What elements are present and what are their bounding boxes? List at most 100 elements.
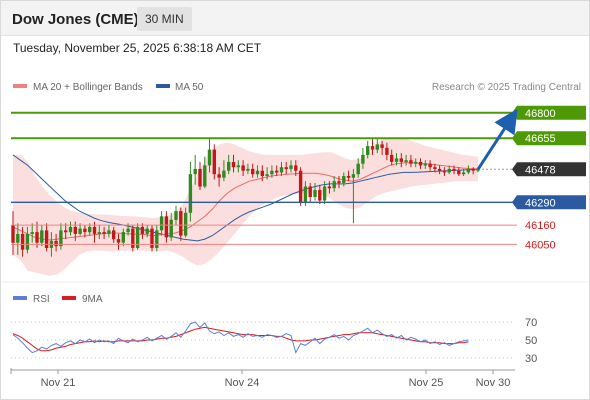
candle-body xyxy=(318,190,322,201)
candle-body xyxy=(78,228,82,234)
candle-body xyxy=(375,144,379,150)
symbol-title: Dow Jones (CME) xyxy=(12,11,139,28)
projection-arrow xyxy=(476,108,518,171)
legend-swatch-ma20 xyxy=(13,84,27,88)
candle-body xyxy=(246,168,250,171)
candle-body xyxy=(164,216,169,238)
rsi-line xyxy=(12,321,469,354)
candle-body xyxy=(121,232,125,243)
rsi-9ma-line xyxy=(12,326,469,352)
legend-rsi-label: RSI xyxy=(33,294,50,305)
candle-body xyxy=(198,168,202,187)
candle-body xyxy=(390,154,394,162)
candle-body xyxy=(461,172,466,175)
ma20-line xyxy=(12,162,479,241)
rsi-tick-label-30: 30 xyxy=(525,353,537,365)
legend-swatch-9ma xyxy=(62,296,76,300)
candle-body xyxy=(40,230,44,243)
candle-body xyxy=(394,158,399,162)
candle-body xyxy=(361,154,365,164)
level-label-46160: 46160 xyxy=(525,220,556,232)
candle-body xyxy=(260,170,264,176)
candle-body xyxy=(342,176,346,183)
x-axis-label: Nov 30 xyxy=(476,377,511,389)
candle-body xyxy=(179,211,183,236)
candle-body xyxy=(423,163,427,166)
candle-body xyxy=(442,170,447,173)
level-tag-46478 xyxy=(512,162,586,177)
candle-body xyxy=(332,181,336,189)
rsi-tick-label-50: 50 xyxy=(525,335,537,347)
candle-body xyxy=(466,168,471,173)
timestamp: Tuesday, November 25, 2025 6:38:18 AM CE… xyxy=(13,41,262,55)
candle-body xyxy=(169,219,173,238)
candle-body xyxy=(11,225,15,243)
candle-body xyxy=(145,228,149,234)
legend-swatch-ma50 xyxy=(156,84,170,88)
candle-body xyxy=(294,165,298,171)
level-label-46478: 46478 xyxy=(525,164,556,176)
candle-body xyxy=(414,161,418,164)
candle-body xyxy=(241,165,245,171)
candle-body xyxy=(457,170,461,175)
level-tag-46655 xyxy=(512,131,586,146)
candle-body xyxy=(150,228,154,248)
candle-body xyxy=(346,176,351,178)
timeframe-button[interactable]: 30 MIN xyxy=(137,7,192,31)
level-tag-46800 xyxy=(512,105,586,120)
candle-body xyxy=(236,165,240,168)
candle-body xyxy=(54,240,58,247)
candle-body xyxy=(135,226,140,248)
candle-body xyxy=(102,232,106,234)
candle-body xyxy=(380,144,384,148)
candle-body xyxy=(418,161,423,166)
candle-body xyxy=(30,232,34,234)
candle-body xyxy=(337,181,341,183)
candle-body xyxy=(270,170,274,175)
candle-body xyxy=(16,233,20,243)
candle-body xyxy=(131,228,135,248)
x-axis-label: Nov 25 xyxy=(409,377,444,389)
candle-body xyxy=(385,147,389,155)
candle-body xyxy=(303,186,308,203)
candle-body xyxy=(88,226,92,233)
level-label-46655: 46655 xyxy=(525,133,556,145)
candle-body xyxy=(298,170,303,203)
candle-body xyxy=(116,239,121,243)
candle-body xyxy=(279,167,284,173)
candle-body xyxy=(207,149,212,166)
candle-body xyxy=(20,233,25,250)
candle-body xyxy=(35,232,39,243)
candle-body xyxy=(174,211,178,220)
candle-body xyxy=(159,216,164,231)
header-bar: Dow Jones (CME) 30 MIN xyxy=(1,1,589,36)
x-axis-label: Nov 21 xyxy=(41,377,76,389)
candle-body xyxy=(471,168,475,171)
level-label-46050: 46050 xyxy=(525,239,556,251)
candle-body xyxy=(126,228,130,233)
candle-body xyxy=(255,170,260,175)
candle-body xyxy=(59,230,63,247)
candle-body xyxy=(409,160,413,164)
candle-body xyxy=(193,168,197,175)
level-tag-46290 xyxy=(512,195,586,210)
candle-body xyxy=(203,165,207,187)
candle-body xyxy=(370,146,375,150)
legend-swatch-rsi xyxy=(13,296,27,300)
candle-body xyxy=(73,226,77,234)
candle-body xyxy=(308,186,312,197)
legend-ma20-label: MA 20 + Bollinger Bands xyxy=(33,82,143,93)
candle-body xyxy=(404,160,408,162)
candle-body xyxy=(107,230,111,234)
credit-text: Research © 2025 Trading Central xyxy=(432,82,581,93)
candle-body xyxy=(428,163,432,168)
candle-body xyxy=(140,226,145,234)
candle-body xyxy=(112,230,116,240)
candle-body xyxy=(356,163,360,175)
candle-body xyxy=(289,165,293,169)
candle-body xyxy=(97,232,101,234)
candle-body xyxy=(183,212,188,236)
candle-body xyxy=(188,174,193,213)
candle-body xyxy=(322,186,327,201)
